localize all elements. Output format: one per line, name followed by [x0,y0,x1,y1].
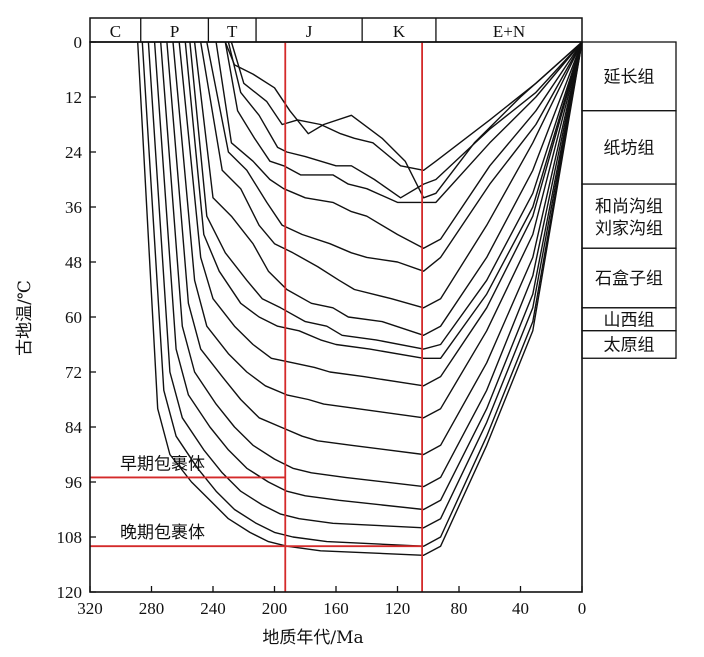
formation-cell [581,330,677,359]
burial-temperature-curve [224,41,583,204]
burial-temperature-curve [215,41,583,250]
y-tick-label: 84 [65,418,83,437]
x-tick-label: 40 [512,599,529,618]
red-vertical-lines [284,42,424,592]
y-tick-label: 36 [65,198,82,217]
burial-temperature-curve [137,41,583,556]
y-tick-label: 96 [65,473,82,492]
burial-temperature-curve [200,41,583,309]
y-tick-label: 60 [65,308,82,327]
burial-temperature-curve [172,41,583,419]
x-tick-label: 120 [385,599,411,618]
inclusion-label: 早期包裹体 [120,454,205,474]
burial-temperature-curve [166,41,583,456]
x-tick-label: 320 [77,599,103,618]
burial-temperature-curve [230,41,583,172]
x-tick-label: 200 [262,599,288,618]
period-label: C [110,22,121,41]
x-tick-label: 160 [323,599,349,618]
y-tick-label: 108 [57,528,83,547]
formation-label: 延长组 [604,67,655,87]
period-label: K [393,22,406,41]
formation-label: 太原组 [604,336,655,356]
burial-temperature-curve [184,41,583,359]
x-tick-label: 0 [578,599,587,618]
burial-temperature-curve [193,41,583,336]
formation-label: 石盒子组 [595,269,663,289]
y-tick-label: 24 [65,143,83,162]
y-axis-label: 古地温/℃ [15,280,35,356]
burial-temperature-curve [178,41,583,387]
burial-temperature-curve [141,41,583,547]
y-tick-label: 0 [74,33,83,52]
burial-temperature-curve [160,41,583,488]
formation-cell [581,110,677,185]
period-band: C P T J K E+N [89,17,583,43]
x-axis-label: 地质年代/Ma [262,628,363,648]
x-tick-label: 280 [139,599,165,618]
burial-temperature-curve [153,41,583,511]
formation-label: 和尚沟组 [595,197,663,217]
y-tick-label: 120 [57,583,83,602]
formation-cell [581,247,677,309]
formation-cell [581,183,677,249]
formation-label: 纸坊组 [604,138,655,158]
formation-cell [581,41,677,112]
burial-temperature-curve [189,41,583,350]
burial-temperature-curve [227,41,583,199]
y-tick-label: 48 [65,253,82,272]
period-label: T [227,22,238,41]
period-label: J [306,22,313,41]
formation-label: 刘家沟组 [595,219,663,239]
burial-temperature-curve [224,41,583,199]
y-tick-label: 12 [65,88,82,107]
x-tick-label: 80 [451,599,468,618]
burial-temperature-curve [147,41,583,529]
temperature-curves [137,41,583,556]
period-label: E+N [493,22,525,41]
inclusion-label: 晚期包裹体 [120,523,205,543]
formation-label: 山西组 [604,310,655,330]
burial-temperature-curve [206,41,583,272]
x-tick-label: 240 [200,599,226,618]
y-tick-label: 72 [65,363,82,382]
period-label: P [170,22,179,41]
axes: 320 280 240 200 160 120 80 40 0 0 12 24 36 48 60 72 84 96… [57,33,587,618]
